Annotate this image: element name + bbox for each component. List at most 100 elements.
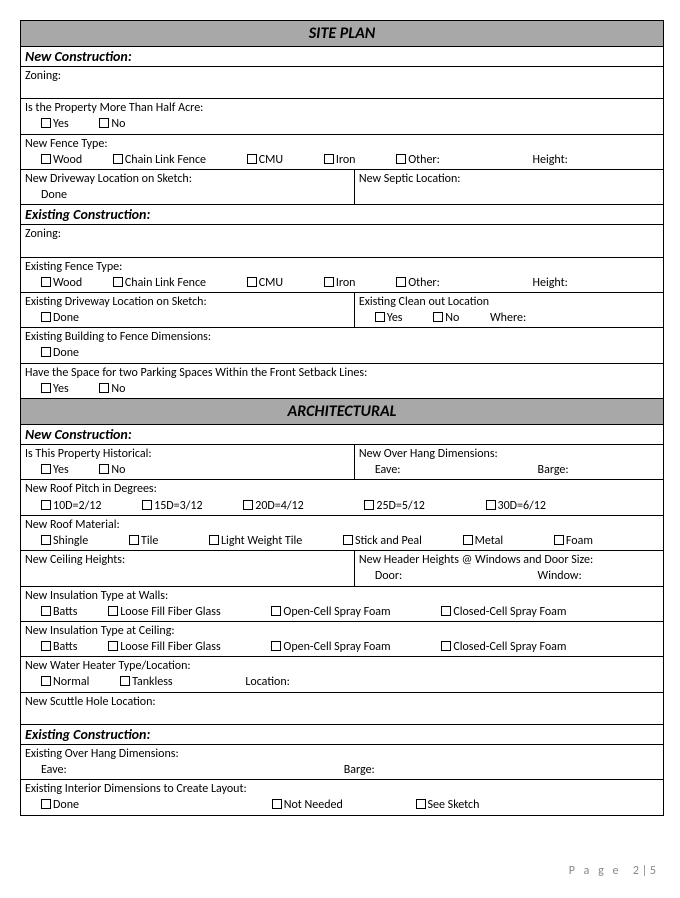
check-hist-no[interactable] [99,464,109,474]
check-fence-other[interactable] [396,154,406,164]
int-seesketch: See Sketch [428,798,480,812]
check-c-closed[interactable] [441,641,451,651]
cleanout-no: No [445,311,459,325]
check-half-acre-no[interactable] [99,118,109,128]
page-footer: P a g e 2 | 5 [20,864,664,878]
ex-overhang-label: Existing Over Hang Dimensions: [25,746,659,762]
check-parking-no[interactable] [99,383,109,393]
header-label: New Header Heights @ Windows and Door Si… [359,552,659,568]
check-p15[interactable] [142,500,152,510]
ex-driveway-label: Existing Driveway Location on Sketch: [25,294,350,310]
check-exfence-cmu[interactable] [247,277,257,287]
row-zoning: Zoning: [21,67,663,99]
check-heater-tankless[interactable] [120,676,130,686]
check-c-batts[interactable] [41,641,51,651]
septic-label: New Septic Location: [359,171,659,187]
check-lwtile[interactable] [209,535,219,545]
sub-new-construction-arch: New Construction: [21,425,663,445]
building-fence-label: Existing Building to Fence Dimensions: [25,329,659,345]
w-loose: Loose Fill Fiber Glass [120,605,220,619]
h-normal: Normal [53,675,89,689]
check-cleanout-no[interactable] [433,312,443,322]
check-exfence-wood[interactable] [41,277,51,287]
stick: Stick and Peal [355,534,422,548]
row-roof: New Roof Material: Shingle Tile Light We… [21,516,663,551]
check-cleanout-yes[interactable] [375,312,385,322]
check-ex-driveway-done[interactable] [41,312,51,322]
p25: 25D=5/12 [376,499,424,513]
check-foam[interactable] [554,535,564,545]
check-c-open[interactable] [271,641,281,651]
check-stick[interactable] [343,535,353,545]
check-exfence-other[interactable] [396,277,406,287]
check-p25[interactable] [364,500,374,510]
check-building-fence-done[interactable] [41,347,51,357]
check-shingle[interactable] [41,535,51,545]
check-metal[interactable] [463,535,473,545]
check-heater-normal[interactable] [41,676,51,686]
ex-fence-label: Existing Fence Type: [25,259,659,275]
w-batts: Batts [53,605,77,619]
check-fence-chain[interactable] [113,154,123,164]
check-exfence-chain[interactable] [113,277,123,287]
row-heater: New Water Heater Type/Location: Normal T… [21,657,663,692]
check-fence-cmu[interactable] [247,154,257,164]
c-loose: Loose Fill Fiber Glass [120,640,220,654]
driveway-label: New Driveway Location on Sketch: [25,171,350,187]
int-notneeded: Not Needed [284,798,343,812]
bf-done: Done [53,346,79,360]
roof-label: New Roof Material: [25,517,659,533]
c-open: Open-Cell Spray Foam [283,640,390,654]
row-scuttle: New Scuttle Hole Location: [21,693,663,725]
check-p10[interactable] [41,500,51,510]
row-half-acre: Is the Property More Than Half Acre: Yes… [21,99,663,134]
section-site-plan: SITE PLAN [21,21,663,47]
ins-ceiling-label: New Insulation Type at Ceiling: [25,623,659,639]
check-fence-wood[interactable] [41,154,51,164]
row-parking: Have the Space for two Parking Spaces Wi… [21,364,663,399]
check-exfence-iron[interactable] [324,277,334,287]
pitch-label: New Roof Pitch in Degrees: [25,481,659,497]
form-container: SITE PLAN New Construction: Zoning: Is t… [20,20,664,816]
parking-label: Have the Space for two Parking Spaces Wi… [25,365,659,381]
row-ins-ceiling: New Insulation Type at Ceiling: Batts Lo… [21,622,663,657]
check-p20[interactable] [243,500,253,510]
row-historical-overhang: Is This Property Historical: Yes No New … [21,445,663,480]
opt-yes: Yes [53,117,69,131]
check-w-closed[interactable] [441,606,451,616]
h-tankless: Tankless [132,675,173,689]
check-c-loose[interactable] [108,641,118,651]
sub-new-construction-sp: New Construction: [21,47,663,67]
opt-iron: Iron [336,153,356,167]
row-ex-driveway-cleanout: Existing Driveway Location on Sketch: Do… [21,293,663,328]
driveway-done: Done [25,187,350,203]
check-int-notneeded[interactable] [272,799,282,809]
c-batts: Batts [53,640,77,654]
height-label: Height: [533,153,568,167]
hist-yes: Yes [53,463,69,477]
check-fence-iron[interactable] [324,154,334,164]
check-w-loose[interactable] [108,606,118,616]
check-w-batts[interactable] [41,606,51,616]
check-w-open[interactable] [271,606,281,616]
ex-eave: Eave: [41,762,341,778]
check-int-seesketch[interactable] [416,799,426,809]
page-label: P a g e [569,864,622,878]
half-acre-label: Is the Property More Than Half Acre: [25,100,659,116]
sub-existing-construction-arch: Existing Construction: [21,725,663,745]
check-hist-yes[interactable] [41,464,51,474]
row-ex-interior: Existing Interior Dimensions to Create L… [21,780,663,814]
zoning-label: Zoning: [25,69,61,83]
heater-label: New Water Heater Type/Location: [25,658,659,674]
ex-barge: Barge: [344,763,375,777]
check-int-done[interactable] [41,799,51,809]
opt-other2: Other: [408,276,440,290]
foam: Foam [566,534,593,548]
check-half-acre-yes[interactable] [41,118,51,128]
opt-other: Other: [408,153,440,167]
check-tile[interactable] [129,535,139,545]
historical-label: Is This Property Historical: [25,446,350,462]
check-parking-yes[interactable] [41,383,51,393]
check-p30[interactable] [486,500,496,510]
metal: Metal [475,534,504,548]
